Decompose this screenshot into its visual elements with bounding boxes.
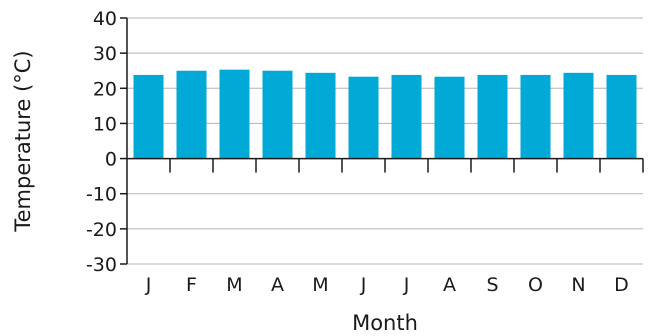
y-tick-labels: 40 30 20 10 0 -10 -20 -30 [86, 8, 117, 276]
bar [219, 69, 250, 159]
y-tick-label: -10 [86, 184, 117, 206]
grid-lines [127, 17, 643, 265]
y-tick-label: 30 [93, 43, 117, 65]
x-tick-label: S [486, 274, 498, 296]
bar [176, 70, 207, 159]
x-tick-label: F [186, 274, 197, 296]
bar [477, 74, 508, 159]
x-tick-label: J [360, 274, 367, 296]
y-tick-label: 0 [105, 149, 117, 171]
bar [391, 74, 422, 159]
x-tick-label: A [271, 274, 284, 296]
bar [434, 76, 465, 159]
x-tick-label: M [312, 274, 328, 296]
x-tick-label: O [528, 274, 543, 296]
x-tick-label: A [443, 274, 456, 296]
bar [262, 70, 293, 159]
bar [348, 76, 379, 159]
y-axis-title: Temperature (°C) [11, 50, 35, 232]
bar [606, 74, 637, 159]
bar [520, 74, 551, 159]
y-tick-label: 10 [93, 113, 117, 135]
bar [305, 72, 336, 159]
x-tick-label: M [226, 274, 242, 296]
x-tick-label: D [614, 274, 629, 296]
axes [120, 17, 644, 265]
x-tick-label: J [145, 274, 152, 296]
bar [563, 72, 594, 159]
y-tick-label: -30 [86, 254, 117, 276]
x-axis-title: Month [352, 311, 418, 335]
y-tick-label: -20 [86, 219, 117, 241]
y-tick-label: 40 [93, 8, 117, 30]
bar [133, 74, 164, 159]
bars [133, 69, 637, 159]
x-tick-label: J [403, 274, 410, 296]
y-tick-label: 20 [93, 78, 117, 100]
x-tick-label: N [571, 274, 585, 296]
